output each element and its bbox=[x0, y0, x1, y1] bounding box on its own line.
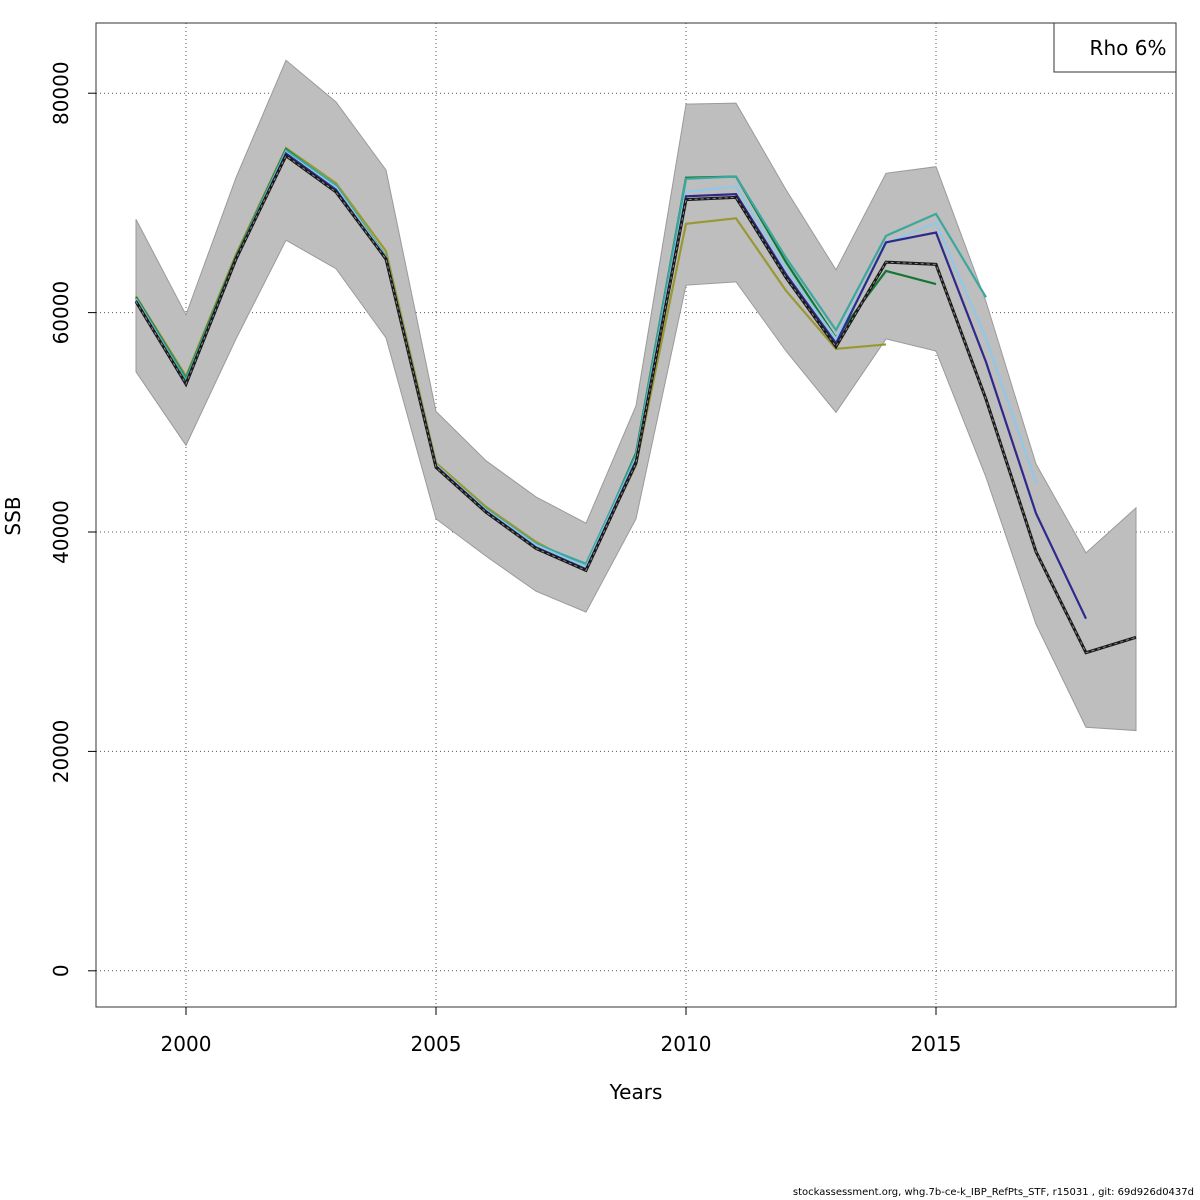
x-tick-label: 2015 bbox=[911, 1032, 962, 1056]
legend: Rho 6% bbox=[1053, 22, 1177, 73]
y-axis-label: SSB bbox=[1, 496, 25, 535]
x-tick-label: 2005 bbox=[411, 1032, 462, 1056]
y-tick-label: 60000 bbox=[49, 281, 73, 345]
series-lines bbox=[134, 146, 1137, 655]
y-tick-label: 40000 bbox=[49, 500, 73, 564]
x-axis-label: Years bbox=[609, 1080, 663, 1104]
x-axis: 2000 2005 2010 2015 bbox=[161, 1007, 962, 1056]
confidence-band-area bbox=[135, 59, 1137, 732]
y-axis: 0 20000 40000 60000 80000 bbox=[49, 61, 96, 977]
legend-box bbox=[1053, 22, 1177, 73]
y-tick-label: 0 bbox=[49, 964, 73, 977]
series-line-0-dash bbox=[135, 154, 1137, 654]
y-tick-label: 20000 bbox=[49, 720, 73, 784]
plot-frame bbox=[95, 22, 1177, 1008]
legend-text: Rho 6% bbox=[1090, 36, 1167, 60]
y-tick-label: 80000 bbox=[49, 61, 73, 125]
footer-note: stockassessment.org, whg.7b-ce-k_IBP_Ref… bbox=[792, 1187, 1194, 1198]
x-tick-label: 2010 bbox=[661, 1032, 712, 1056]
x-tick-label: 2000 bbox=[161, 1032, 212, 1056]
confidence-band bbox=[135, 59, 1137, 732]
